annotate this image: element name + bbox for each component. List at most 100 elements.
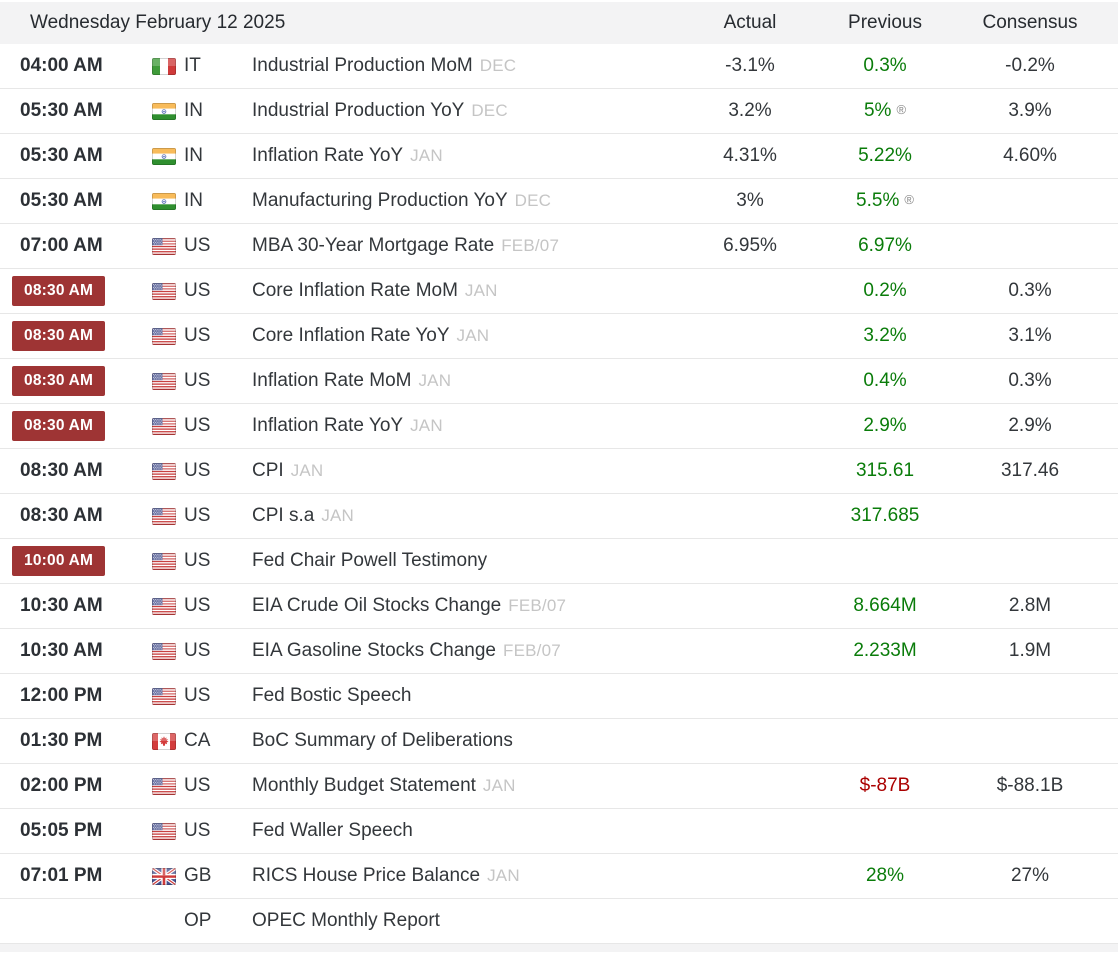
previous-value: 6.97% <box>858 235 912 256</box>
event-time-cell: 07:00 AM <box>0 235 147 257</box>
event-time-cell: 05:30 AM <box>0 100 147 122</box>
previous-value: 0.2% <box>863 280 907 301</box>
consensus-value: 27% <box>1010 865 1050 886</box>
country-code: IT <box>184 55 201 76</box>
event-name[interactable]: Inflation Rate MoM <box>252 370 412 391</box>
calendar-event-row[interactable]: 07:01 PM GB RICS House Price Balance JAN … <box>0 854 1118 899</box>
event-name[interactable]: EIA Gasoline Stocks Change <box>252 640 496 661</box>
event-name[interactable]: Industrial Production YoY <box>252 100 465 121</box>
event-time: 08:30 AM <box>20 460 103 481</box>
event-period: JAN <box>487 866 520 885</box>
event-name[interactable]: CPI <box>252 460 284 481</box>
country-code: CA <box>184 730 211 751</box>
country-code: OP <box>184 910 212 931</box>
calendar-event-row[interactable]: 02:00 PM US Monthly Budget Statement JAN … <box>0 764 1118 809</box>
revised-icon: ® <box>896 102 907 117</box>
event-cell: CPI JAN <box>252 460 685 482</box>
event-time: 08:30 AM <box>12 321 106 351</box>
calendar-event-row[interactable]: 05:05 PM US Fed Waller Speech <box>0 809 1118 854</box>
event-cell: EIA Crude Oil Stocks Change FEB/07 <box>252 595 685 617</box>
event-name[interactable]: Monthly Budget Statement <box>252 775 476 796</box>
calendar-event-row[interactable]: 05:30 AM IN Inflation Rate YoY JAN 4.31% … <box>0 134 1118 179</box>
event-name[interactable]: Fed Waller Speech <box>252 820 413 841</box>
actual-value: 6.95% <box>723 235 777 256</box>
calendar-event-row[interactable]: OP OPEC Monthly Report <box>0 899 1118 944</box>
revised-icon: ® <box>904 192 914 207</box>
calendar-event-row[interactable]: 07:00 AM US MBA 30-Year Mortgage Rate FEB… <box>0 224 1118 269</box>
event-name[interactable]: OPEC Monthly Report <box>252 910 440 931</box>
country-flag-icon <box>152 822 184 840</box>
event-cell: Core Inflation Rate MoM JAN <box>252 280 685 302</box>
event-time: 10:30 AM <box>20 640 103 661</box>
previous-value: 5.5% ® <box>856 190 914 211</box>
event-cell: MBA 30-Year Mortgage Rate FEB/07 <box>252 235 685 257</box>
calendar-rows: 04:00 AM IT Industrial Production MoM DEC… <box>0 44 1118 944</box>
event-name[interactable]: Manufacturing Production YoY <box>252 190 508 211</box>
country-flag-icon <box>152 192 184 210</box>
event-cell: Monthly Budget Statement JAN <box>252 775 685 797</box>
consensus-value: -0.2% <box>1005 55 1055 76</box>
calendar-event-row[interactable]: 10:30 AM US EIA Gasoline Stocks Change FE… <box>0 629 1118 674</box>
country-code: US <box>184 325 211 346</box>
event-name[interactable]: Inflation Rate YoY <box>252 415 404 436</box>
calendar-event-row[interactable]: 08:30 AM US Core Inflation Rate YoY JAN 3… <box>0 314 1118 359</box>
calendar-event-row[interactable]: 01:30 PM CA BoC Summary of Deliberations <box>0 719 1118 764</box>
event-name[interactable]: Core Inflation Rate YoY <box>252 325 450 346</box>
event-time: 05:30 AM <box>20 190 103 211</box>
economic-calendar: Wednesday February 12 2025 Actual Previo… <box>0 2 1118 952</box>
actual-value: 3.2% <box>728 100 772 121</box>
previous-value: $-87B <box>859 775 911 796</box>
event-name[interactable]: RICS House Price Balance <box>252 865 481 886</box>
calendar-event-row[interactable]: 12:00 PM US Fed Bostic Speech <box>0 674 1118 719</box>
event-time-cell: 04:00 AM <box>0 55 147 77</box>
event-period: JAN <box>464 281 498 300</box>
event-name[interactable]: Fed Chair Powell Testimony <box>252 550 488 571</box>
country-flag-icon <box>152 462 184 480</box>
event-name[interactable]: Fed Bostic Speech <box>252 685 412 706</box>
event-time: 08:30 AM <box>12 366 106 396</box>
calendar-event-row[interactable]: 04:00 AM IT Industrial Production MoM DEC… <box>0 44 1118 89</box>
country-flag-icon <box>152 777 184 795</box>
calendar-event-row[interactable]: 08:30 AM US Inflation Rate YoY JAN 2.9% 2… <box>0 404 1118 449</box>
calendar-event-row[interactable]: 08:30 AM US Core Inflation Rate MoM JAN 0… <box>0 269 1118 314</box>
event-period: FEB/07 <box>502 641 561 660</box>
event-time-cell: 08:30 AM <box>0 366 147 396</box>
country-flag-icon <box>152 597 184 615</box>
country-code: IN <box>184 100 203 121</box>
country-flag-icon <box>152 417 184 435</box>
event-period: FEB/07 <box>501 236 560 255</box>
calendar-event-row[interactable]: 05:30 AM IN Manufacturing Production YoY… <box>0 179 1118 224</box>
event-name[interactable]: Industrial Production MoM <box>252 55 473 76</box>
event-time-cell: 10:30 AM <box>0 595 147 617</box>
country-flag-icon <box>152 102 184 120</box>
event-name[interactable]: BoC Summary of Deliberations <box>252 730 513 751</box>
event-cell: BoC Summary of Deliberations <box>252 730 685 752</box>
event-name[interactable]: EIA Crude Oil Stocks Change <box>252 595 502 616</box>
event-name[interactable]: MBA 30-Year Mortgage Rate <box>252 235 495 256</box>
calendar-event-row[interactable]: 05:30 AM IN Industrial Production YoY DEC… <box>0 89 1118 134</box>
event-time: 10:00 AM <box>12 546 106 576</box>
event-name[interactable]: Core Inflation Rate MoM <box>252 280 458 301</box>
event-period: DEC <box>514 191 552 210</box>
country-code: US <box>184 640 211 661</box>
event-period: JAN <box>482 776 516 795</box>
event-name[interactable]: CPI s.a <box>252 505 315 526</box>
event-time-cell: 12:00 PM <box>0 685 147 707</box>
country-flag-icon <box>152 867 184 885</box>
event-time: 10:30 AM <box>20 595 103 616</box>
event-cell: Core Inflation Rate YoY JAN <box>252 325 685 347</box>
event-time-cell <box>0 910 147 932</box>
calendar-event-row[interactable]: 08:30 AM US CPI s.a JAN 317.685 <box>0 494 1118 539</box>
country-code: IN <box>184 190 203 211</box>
country-flag-icon <box>152 327 184 345</box>
country-flag-icon <box>152 237 184 255</box>
country-code: US <box>184 370 211 391</box>
calendar-event-row[interactable]: 08:30 AM US Inflation Rate MoM JAN 0.4% 0… <box>0 359 1118 404</box>
event-time-cell: 08:30 AM <box>0 276 147 306</box>
calendar-event-row[interactable]: 10:30 AM US EIA Crude Oil Stocks Change F… <box>0 584 1118 629</box>
country-code: IN <box>184 145 203 166</box>
calendar-event-row[interactable]: 10:00 AM US Fed Chair Powell Testimony <box>0 539 1118 584</box>
calendar-event-row[interactable]: 08:30 AM US CPI JAN 315.61 317.46 <box>0 449 1118 494</box>
event-period: JAN <box>410 146 443 165</box>
event-name[interactable]: Inflation Rate YoY <box>252 145 404 166</box>
